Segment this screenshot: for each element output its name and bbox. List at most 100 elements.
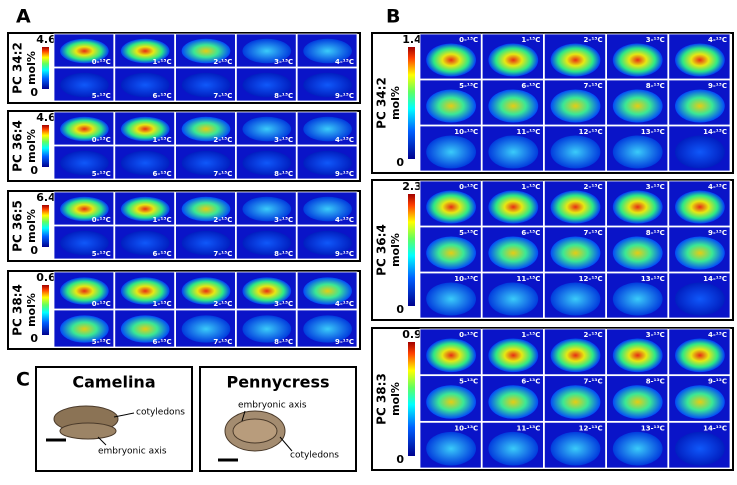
colorbar-unit: mol% — [25, 209, 38, 243]
colorbar — [42, 125, 49, 167]
arrow — [97, 436, 107, 446]
tile-label: 2-¹³C — [584, 183, 603, 191]
arrow — [279, 436, 293, 452]
tissue-signal — [488, 431, 539, 466]
lipid-name: PC 36:4 — [11, 120, 25, 172]
tissue-signal — [675, 135, 725, 169]
tile-label: 10-¹³C — [454, 275, 478, 283]
colorbar-max: 2.3 — [402, 180, 422, 193]
colorbar-min: 0 — [30, 244, 38, 257]
tissue-signal — [426, 135, 476, 169]
tile-label: 6-¹³C — [153, 250, 172, 258]
colorbar-max: 4.6 — [36, 111, 56, 124]
tile-label: 6-¹³C — [153, 92, 172, 100]
tile-label: 10-¹³C — [454, 128, 478, 136]
tile-label: 9-¹³C — [708, 82, 727, 90]
tissue-signal — [488, 236, 539, 270]
annotation: embryonic axis — [98, 447, 167, 457]
tile-label: 3-¹³C — [274, 300, 293, 308]
tile-label: 3-¹³C — [274, 58, 293, 66]
tile-label: 1-¹³C — [521, 183, 540, 191]
colorbar — [42, 285, 49, 335]
tissue-signal — [120, 315, 170, 343]
tile-label: 11-¹³C — [516, 275, 540, 283]
tile-label: 7-¹³C — [584, 229, 603, 237]
seed-name: Camelina — [72, 373, 155, 392]
tile-label: 1-¹³C — [153, 58, 172, 66]
tile-label: 14-¹³C — [703, 424, 727, 432]
tissue-signal — [675, 236, 725, 270]
tissue-signal — [426, 431, 476, 466]
arrow — [241, 410, 246, 422]
lipid-name: PC 34:2 — [11, 42, 25, 94]
tile-label: 11-¹³C — [516, 424, 540, 432]
tissue-signal — [120, 116, 170, 142]
tissue-signal — [242, 315, 292, 343]
tile-label: 9-¹³C — [335, 170, 354, 178]
tile-label: 8-¹³C — [274, 250, 293, 258]
tissue-signal — [426, 236, 476, 270]
tissue-signal — [426, 190, 476, 224]
tissue-signal — [303, 230, 352, 256]
tissue-signal — [181, 38, 231, 64]
tile-label: 4-¹³C — [335, 300, 354, 308]
tissue-signal — [675, 282, 725, 316]
colorbar-max: 6.4 — [36, 191, 56, 204]
tissue-signal — [675, 338, 725, 373]
tile-label: 1-¹³C — [153, 300, 172, 308]
colorbar-min: 0 — [30, 164, 38, 177]
tissue-signal — [303, 72, 352, 98]
colorbar — [408, 194, 415, 306]
tissue-signal — [60, 277, 109, 305]
annotation: cotyledons — [290, 451, 339, 461]
tissue-signal — [242, 38, 292, 64]
tile-label: 9-¹³C — [708, 229, 727, 237]
tissue-signal — [120, 230, 170, 256]
tissue-signal — [550, 190, 601, 224]
tile-label: 4-¹³C — [708, 331, 727, 339]
tissue-signal — [181, 277, 231, 305]
colorbar-unit: mol% — [389, 382, 402, 416]
tile-label: 2-¹³C — [213, 58, 232, 66]
tissue-signal — [550, 431, 601, 466]
tissue-signal — [612, 89, 663, 123]
tile-label: 8-¹³C — [274, 170, 293, 178]
tissue-signal — [612, 431, 663, 466]
tile-label: 14-¹³C — [703, 128, 727, 136]
tile-label: 1-¹³C — [153, 216, 172, 224]
tile-label: 0-¹³C — [459, 183, 478, 191]
seed — [59, 422, 117, 440]
tile-label: 2-¹³C — [213, 136, 232, 144]
tile-label: 0-¹³C — [92, 136, 111, 144]
tissue-signal — [675, 89, 725, 123]
tile-label: 8-¹³C — [646, 82, 665, 90]
colorbar — [408, 342, 415, 456]
colorbar-min: 0 — [396, 156, 404, 169]
tissue-signal — [675, 431, 725, 466]
tile-label: 3-¹³C — [646, 183, 665, 191]
tile-label: 7-¹³C — [584, 378, 603, 386]
tissue-signal — [242, 277, 292, 305]
tissue-signal — [426, 385, 476, 419]
tile-label: 0-¹³C — [459, 331, 478, 339]
tissue-signal — [488, 43, 539, 77]
tile-label: 8-¹³C — [274, 92, 293, 100]
colorbar-min: 0 — [396, 453, 404, 466]
tile-label: 1-¹³C — [521, 331, 540, 339]
tissue-signal — [612, 135, 663, 169]
tissue-signal — [60, 150, 109, 176]
tile-label: 12-¹³C — [579, 128, 603, 136]
tissue-signal — [612, 43, 663, 77]
tissue-signal — [612, 338, 663, 373]
tile-label: 4-¹³C — [335, 136, 354, 144]
tile-label: 3-¹³C — [646, 36, 665, 44]
tissue-signal — [612, 236, 663, 270]
tile-label: 0-¹³C — [92, 216, 111, 224]
colorbar — [42, 47, 49, 89]
tile-label: 12-¹³C — [579, 275, 603, 283]
colorbar-unit: mol% — [389, 86, 402, 120]
tissue-signal — [675, 190, 725, 224]
tile-label: 7-¹³C — [213, 338, 232, 346]
colorbar-max: 0.9 — [402, 328, 422, 341]
tissue-signal — [120, 150, 170, 176]
